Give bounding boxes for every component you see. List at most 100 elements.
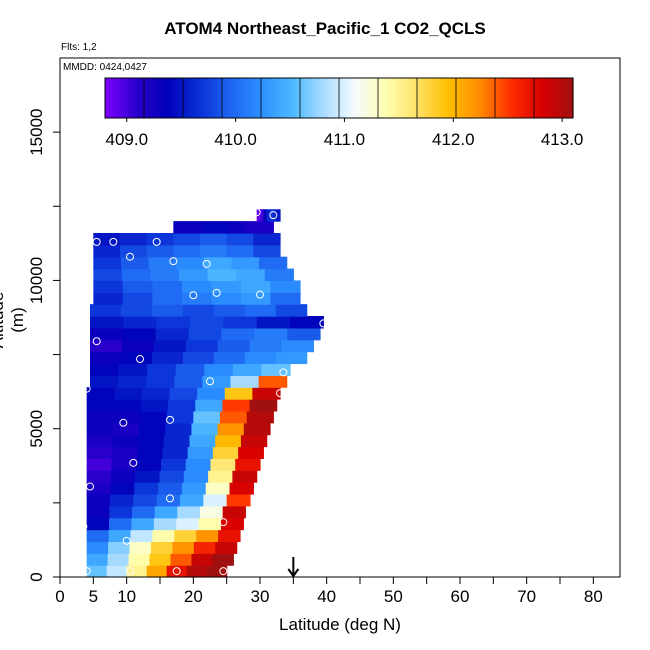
colorbar-swatch: [346, 78, 352, 118]
heatmap-cell: [152, 292, 183, 305]
heatmap-cell: [244, 304, 277, 317]
heatmap-cell: [217, 422, 245, 436]
colorbar-swatch: [354, 78, 360, 118]
colorbar-swatch: [339, 78, 344, 118]
colorbar-swatch: [132, 78, 137, 118]
heatmap-cell: [185, 458, 212, 471]
latitude-marker-arrow-icon: [287, 557, 300, 578]
heatmap-cell: [134, 482, 159, 495]
y-tick-label: 15000: [27, 109, 46, 156]
heatmap-cell: [106, 565, 128, 578]
colorbar-swatch: [569, 78, 574, 118]
heatmap-cell: [132, 505, 156, 519]
heatmap-cell: [86, 434, 113, 448]
heatmap-cell: [211, 292, 242, 305]
chart-title: ATOM4 Northeast_Pacific_1 CO2_QCLS: [164, 19, 486, 38]
sample-point: [202, 259, 211, 268]
heatmap-cell: [232, 470, 258, 483]
heatmap-cell: [90, 375, 119, 388]
heatmap-cell: [122, 292, 153, 305]
colorbar-swatch: [537, 78, 543, 118]
heatmap-cell: [188, 327, 223, 341]
colorbar-swatch: [218, 78, 223, 118]
heatmap-cell: [155, 327, 190, 341]
sample-point: [109, 237, 118, 246]
heatmap-cell: [110, 482, 135, 495]
heatmap-cell: [146, 244, 174, 258]
heatmap-cell: [162, 446, 189, 459]
colorbar-swatch: [264, 78, 270, 118]
colorbar-swatch: [319, 78, 324, 118]
heatmap-cell: [176, 517, 200, 531]
colorbar-swatch: [163, 78, 168, 118]
heatmap-cell: [173, 232, 201, 246]
sample-point: [126, 252, 134, 261]
heatmap-cell: [191, 422, 219, 436]
heatmap-cell: [86, 446, 113, 459]
colorbar-swatch: [210, 78, 215, 118]
colorbar-swatch: [311, 78, 317, 118]
colorbar: 409.0 410.0 411.0 412.0 413.0: [104, 77, 583, 149]
sample-point: [92, 337, 101, 346]
heatmap-cell: [276, 209, 281, 222]
heatmap-cell: [86, 517, 110, 531]
heatmap-cell: [193, 410, 221, 424]
heatmap-cell: [235, 458, 261, 471]
colorbar-swatch: [116, 78, 122, 118]
colorbar-tick-label: 412.0: [432, 130, 475, 149]
colorbar-swatch: [249, 78, 254, 118]
heatmap-cell: [244, 351, 277, 365]
heatmap-cell: [93, 292, 124, 305]
colorbar-swatch: [276, 78, 282, 118]
sample-point: [82, 567, 91, 576]
heatmap-cell: [174, 375, 203, 388]
colorbar-swatch: [479, 78, 484, 118]
heatmap-cell: [182, 351, 215, 365]
heatmap-cell: [109, 505, 133, 519]
heatmap-cell: [113, 410, 141, 424]
heatmap-cell: [112, 422, 140, 436]
plot-frame: [59, 57, 621, 578]
heatmap-cell: [226, 232, 254, 246]
colorbar-swatch: [206, 78, 211, 118]
heatmap-cell: [181, 482, 207, 495]
colorbar-swatch: [417, 78, 422, 118]
colorbar-swatch: [424, 78, 430, 118]
heatmap-cell: [113, 399, 142, 412]
heatmap-cell: [86, 470, 112, 483]
colorbar-swatch: [167, 78, 172, 118]
heatmap-cell: [86, 399, 115, 412]
colorbar-swatch: [526, 78, 531, 118]
heatmap-cell: [150, 541, 173, 554]
heatmap-cell: [138, 434, 165, 448]
colorbar-tick-label: 411.0: [324, 130, 365, 149]
heatmap-cell: [86, 505, 110, 519]
heatmap-cell: [90, 363, 120, 376]
colorbar-swatch: [374, 78, 379, 118]
heatmap-cell: [230, 221, 246, 234]
heatmap-cell: [108, 529, 132, 543]
colorbar-swatch: [389, 78, 395, 118]
heatmap-cell: [287, 327, 321, 341]
heatmap-cell: [208, 470, 233, 483]
colorbar-swatch: [362, 78, 367, 118]
heatmap-cell: [168, 399, 196, 412]
colorbar-swatch: [159, 78, 165, 118]
heatmap-cell: [263, 209, 268, 222]
heatmap-cell: [187, 221, 203, 234]
heatmap-cell: [111, 446, 138, 459]
colorbar-swatch: [409, 78, 414, 118]
heatmap-cell: [213, 351, 246, 365]
heatmap-cell: [86, 387, 115, 400]
heatmap-cell: [203, 256, 233, 270]
heatmap-cell: [86, 422, 114, 436]
heatmap-cell: [120, 244, 148, 258]
heatmap-cell: [270, 292, 301, 305]
colorbar-swatch: [463, 78, 469, 118]
colorbar-swatch: [331, 78, 336, 118]
heatmap-cell: [120, 304, 153, 317]
heatmap-cell: [122, 327, 157, 341]
sample-point: [136, 355, 144, 364]
heatmap-cell: [238, 446, 264, 459]
colorbar-swatch: [413, 78, 418, 118]
